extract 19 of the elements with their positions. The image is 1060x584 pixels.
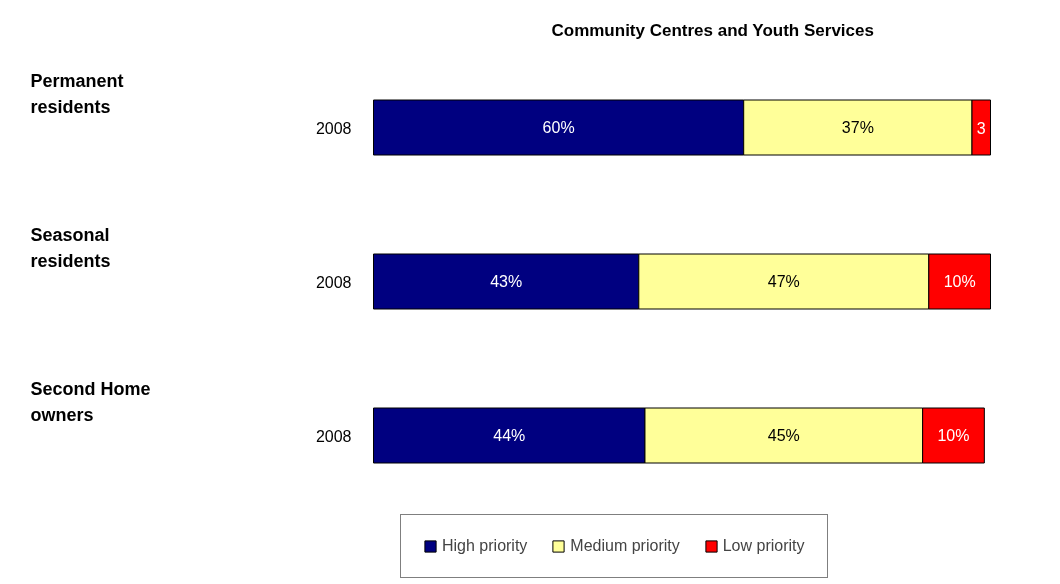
data-label: 10% (937, 427, 970, 444)
y-tick-label: 2008 (315, 119, 352, 137)
data-label: 44% (493, 427, 526, 444)
legend-label: Low priority (722, 537, 805, 555)
data-label: 60% (542, 119, 575, 136)
text: Seasonal residents (30, 224, 111, 271)
legend-label: High priority (442, 537, 528, 555)
chart-title: Community Centres and Youth Services (551, 21, 874, 40)
data-label: 10% (943, 273, 976, 290)
data-label: 43% (490, 273, 523, 290)
data-label: 3 (976, 119, 986, 137)
y-tick-label: 2008 (315, 273, 352, 291)
data-label: 45% (767, 427, 800, 444)
y-tick-label: 2008 (315, 427, 352, 445)
text: Permanent residents (30, 70, 124, 117)
legend-label: Medium priority (570, 537, 680, 555)
data-label: 47% (767, 273, 800, 290)
text: Second Home owners (30, 378, 151, 425)
data-label: 37% (841, 119, 874, 136)
